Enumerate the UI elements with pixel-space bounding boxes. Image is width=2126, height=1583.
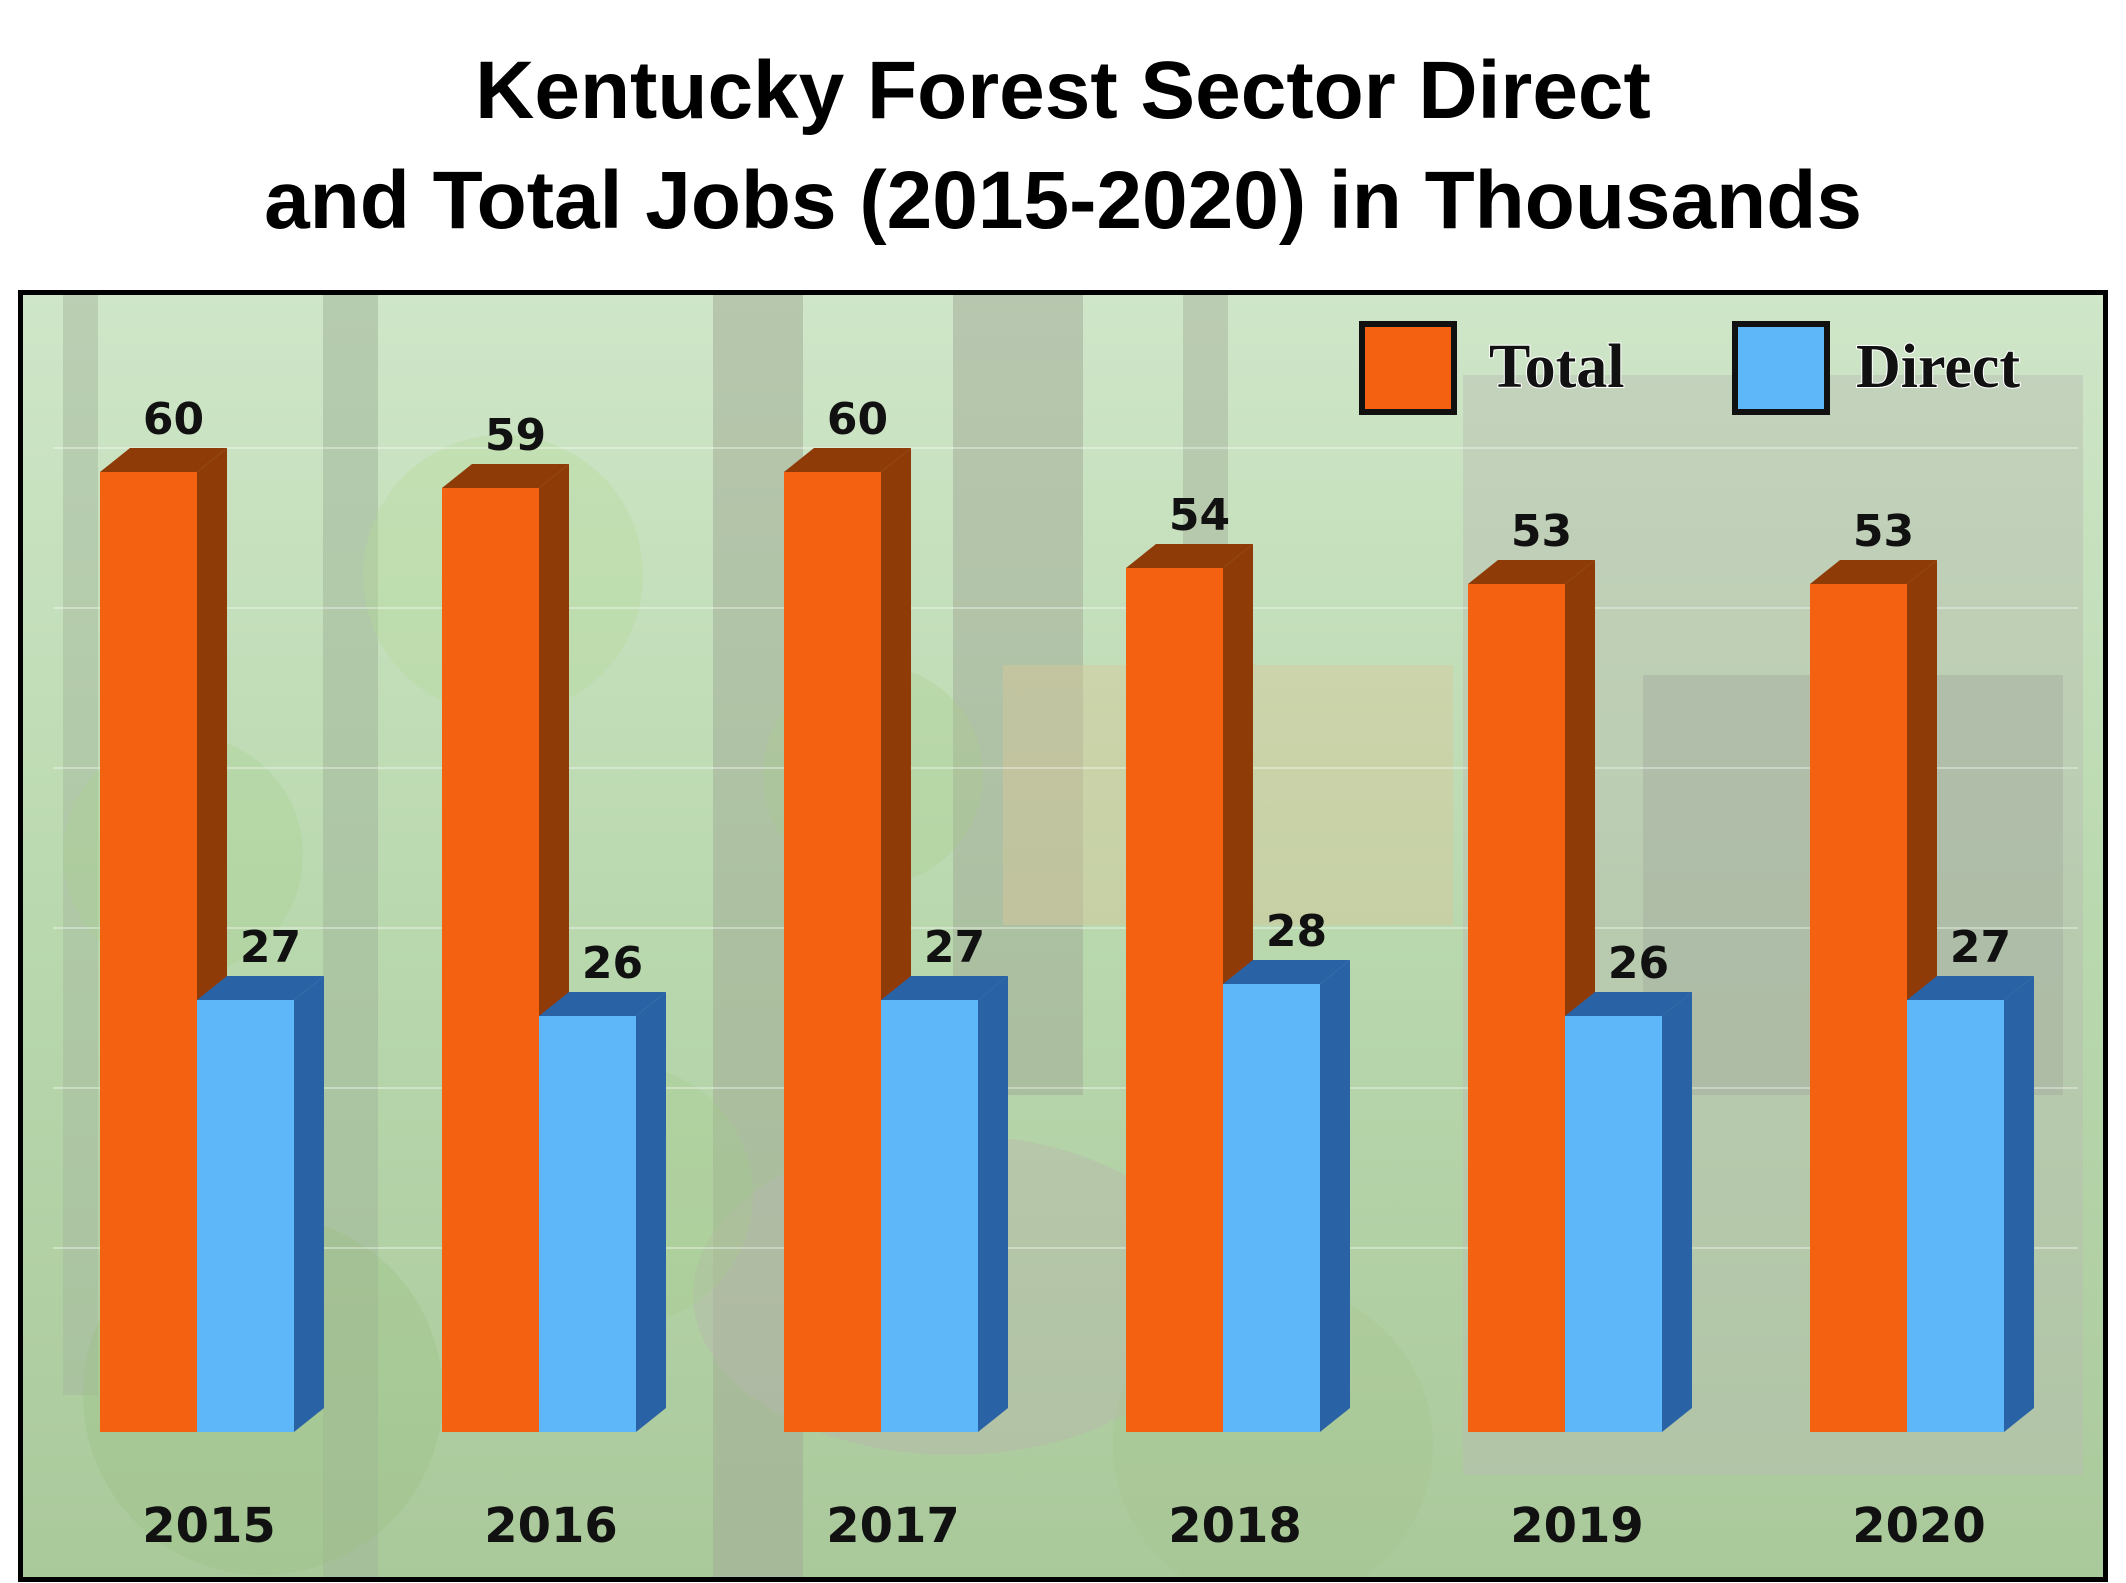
bar-direct-2020-top bbox=[1907, 976, 2034, 1000]
x-tick-label-2015: 2015 bbox=[142, 1498, 276, 1554]
bar-direct-2015-top bbox=[197, 976, 324, 1000]
data-labels: 60 27 59 26 60 27 54 28 53 26 53 27 bbox=[143, 394, 2011, 989]
bar-direct-2016-top bbox=[539, 992, 666, 1016]
bar-direct-2015-side bbox=[294, 976, 324, 1432]
data-label-total-2018: 54 bbox=[1169, 490, 1230, 541]
x-tick-label-2019: 2019 bbox=[1510, 1498, 1644, 1554]
bar-direct-2020 bbox=[1907, 1000, 2004, 1432]
bar-total-2017-top bbox=[784, 448, 911, 472]
data-label-direct-2017: 27 bbox=[924, 922, 985, 973]
bar-total-2018 bbox=[1126, 568, 1223, 1432]
bar-direct-2016 bbox=[539, 1016, 636, 1432]
x-axis-tick-labels: 2015 2016 2017 2018 2019 2020 bbox=[142, 1498, 1986, 1554]
bar-direct-2015 bbox=[197, 1000, 294, 1432]
bar-total-2016 bbox=[442, 488, 539, 1432]
data-label-direct-2015: 27 bbox=[240, 922, 301, 973]
data-label-total-2020: 53 bbox=[1853, 506, 1914, 557]
bar-total-2019 bbox=[1468, 584, 1565, 1432]
gridlines bbox=[53, 447, 2078, 1249]
bar-total-2016-top bbox=[442, 464, 569, 488]
bar-direct-2018 bbox=[1223, 984, 1320, 1432]
chart-frame: 60 27 59 26 60 27 54 28 53 26 53 27 2015 2016 2017 201… bbox=[18, 290, 2108, 1582]
data-label-direct-2018: 28 bbox=[1266, 906, 1327, 957]
bars bbox=[100, 448, 2034, 1432]
x-tick-label-2020: 2020 bbox=[1852, 1498, 1986, 1554]
x-tick-label-2016: 2016 bbox=[484, 1498, 618, 1554]
forest-background-image bbox=[23, 295, 2103, 1577]
bar-total-2020 bbox=[1810, 584, 1907, 1432]
bar-direct-2019-top bbox=[1565, 992, 1692, 1016]
data-label-direct-2020: 27 bbox=[1950, 922, 2011, 973]
bar-direct-2020-side bbox=[2004, 976, 2034, 1432]
bar-direct-2017-top bbox=[881, 976, 1008, 1000]
bar-total-2018-top bbox=[1126, 544, 1253, 568]
bar-total-2015 bbox=[100, 472, 197, 1432]
data-label-total-2015: 60 bbox=[143, 394, 204, 445]
bar-total-2020-top bbox=[1810, 560, 1937, 584]
data-label-total-2016: 59 bbox=[485, 410, 546, 461]
bar-direct-2017-side bbox=[978, 976, 1008, 1432]
bar-direct-2016-side bbox=[636, 992, 666, 1432]
data-label-total-2017: 60 bbox=[827, 394, 888, 445]
chart-title-line-2: and Total Jobs (2015-2020) in Thousands bbox=[264, 155, 1862, 246]
data-label-direct-2016: 26 bbox=[582, 938, 643, 989]
legend-swatch-total bbox=[1359, 321, 1457, 415]
legend-swatch-direct bbox=[1732, 321, 1830, 415]
bar-direct-2017 bbox=[881, 1000, 978, 1432]
bar-direct-2018-side bbox=[1320, 960, 1350, 1432]
bar-direct-2019-side bbox=[1662, 992, 1692, 1432]
bar-total-2019-top bbox=[1468, 560, 1595, 584]
x-tick-label-2017: 2017 bbox=[826, 1498, 960, 1554]
legend-label-total: Total bbox=[1489, 333, 1625, 401]
bar-total-2017 bbox=[784, 472, 881, 1432]
bar-direct-2018-top bbox=[1223, 960, 1350, 984]
bar-direct-2019 bbox=[1565, 1016, 1662, 1432]
chart-title-line-1: Kentucky Forest Sector Direct bbox=[475, 45, 1651, 136]
x-tick-label-2018: 2018 bbox=[1168, 1498, 1302, 1554]
legend: Total Direct bbox=[1359, 321, 2021, 415]
data-label-total-2019: 53 bbox=[1511, 506, 1572, 557]
data-label-direct-2019: 26 bbox=[1608, 938, 1669, 989]
legend-label-direct: Direct bbox=[1856, 333, 2020, 401]
bar-total-2015-top bbox=[100, 448, 227, 472]
